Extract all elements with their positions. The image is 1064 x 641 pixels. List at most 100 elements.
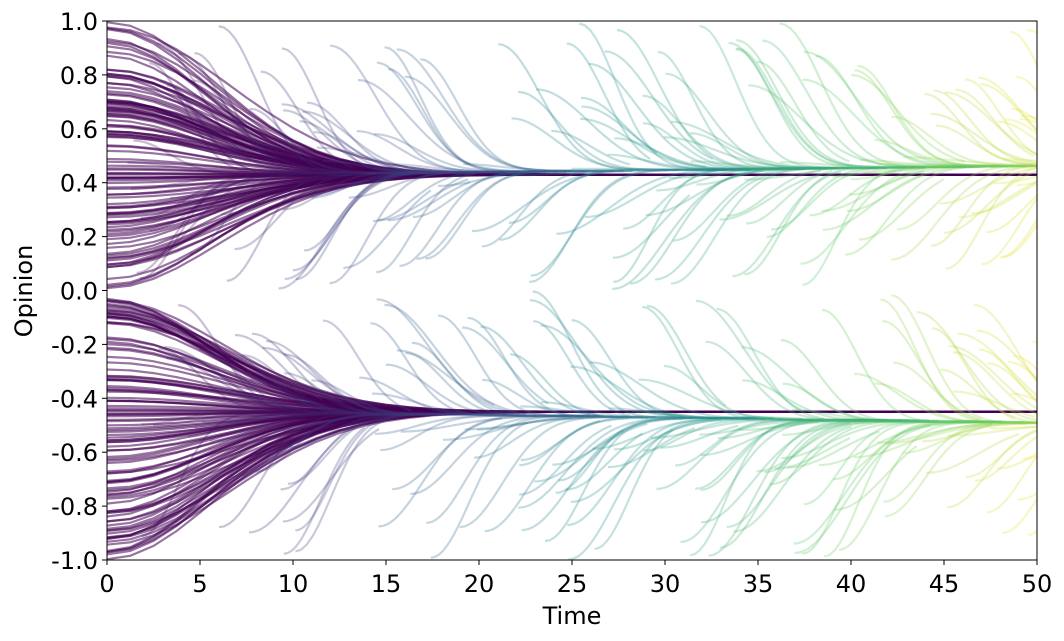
trajectory-lower-197 (250, 378, 344, 414)
trajectory-lower-239 (741, 346, 911, 422)
y-tick-label: 0.4 (60, 170, 98, 198)
trajectory-upper-129 (736, 39, 879, 169)
trajectory-lower-115 (916, 311, 1038, 422)
y-tick-label: -1.0 (51, 547, 98, 575)
trajectory-upper-154 (945, 167, 1038, 270)
y-tick-label: -0.6 (51, 439, 98, 467)
trajectory-lower-131 (891, 294, 1007, 424)
trajectory-lower-129 (477, 416, 584, 431)
trajectory-upper-238 (930, 164, 1038, 247)
trajectory-upper-290 (981, 198, 1038, 266)
trajectory-upper-163 (1003, 158, 1038, 162)
trajectory-upper-241 (178, 52, 257, 149)
trajectory-upper-289 (997, 120, 1038, 142)
trajectory-upper-131 (607, 153, 800, 170)
trajectory-lower-244 (989, 425, 1038, 430)
trajectory-lower-152 (568, 417, 765, 561)
trajectory-lower-145 (738, 419, 979, 431)
trajectory-upper-221 (616, 28, 840, 170)
trajectory-lower-112 (289, 413, 450, 449)
trajectory-lower-265 (374, 414, 538, 435)
x-tick-label: 5 (192, 570, 207, 598)
trajectory-lower-296 (280, 421, 360, 491)
trajectory-upper-152 (140, 173, 268, 219)
trajectory-lower-236 (1011, 392, 1038, 402)
trajectory-lower-207 (509, 353, 705, 419)
trajectory-upper-166 (391, 163, 489, 173)
trajectory-upper-281 (802, 78, 1009, 168)
y-tick-label: 0.8 (60, 62, 98, 90)
trajectory-upper-172 (762, 39, 965, 169)
trajectory-lower-285 (519, 424, 612, 496)
trajectory-lower-160 (833, 421, 1037, 481)
trajectory-upper-148 (566, 42, 651, 160)
trajectory-upper-144 (719, 173, 820, 221)
trajectory-lower-291 (953, 390, 1035, 418)
trajectory-lower-274 (370, 322, 600, 417)
trajectory-upper-184 (404, 75, 632, 173)
trajectory-upper-125 (863, 164, 1037, 174)
trajectory-upper-262 (313, 131, 452, 174)
trajectory-upper-196 (771, 166, 893, 231)
trajectory-upper-145 (663, 136, 849, 170)
trajectory-lower-186 (996, 452, 1038, 470)
trajectory-upper-132 (387, 181, 471, 222)
trajectory-upper-252 (518, 90, 736, 171)
trajectory-upper-116 (604, 50, 714, 160)
trajectory-lower-128 (552, 422, 648, 466)
trajectory-lower-252 (631, 410, 758, 421)
trajectory-upper-137 (849, 164, 1036, 196)
trajectory-lower-248 (570, 365, 748, 420)
trajectory-upper-240 (156, 42, 245, 156)
trajectory-lower-287 (1017, 492, 1038, 501)
trajectory-upper-156 (965, 78, 1038, 157)
trajectory-upper-265 (977, 76, 1038, 131)
trajectory-lower-208 (726, 421, 851, 529)
trajectory-lower-263 (642, 305, 870, 421)
trajectory-upper-175 (854, 69, 1006, 167)
trajectory-lower-235 (378, 414, 590, 528)
trajectory-lower-153 (838, 421, 1031, 551)
trajectory-lower-297 (717, 419, 848, 440)
trajectory-lower-222 (782, 420, 938, 436)
trajectory-upper-157 (399, 170, 535, 267)
trajectory-upper-219 (891, 165, 1038, 261)
trajectory-upper-138 (951, 163, 1032, 167)
trajectory-upper-159 (613, 167, 783, 284)
trajectory-lower-223 (295, 413, 416, 532)
trajectory-upper-218 (437, 169, 573, 187)
trajectory-upper-247 (642, 94, 830, 170)
trajectory-upper-245 (588, 62, 785, 171)
trajectory-lower-171 (675, 418, 888, 467)
trajectory-upper-186 (629, 169, 759, 285)
trajectory-upper-287 (499, 169, 640, 241)
trajectory-upper-237 (412, 170, 537, 218)
trajectory-upper-176 (654, 167, 887, 281)
trajectory-upper-296 (498, 43, 679, 172)
trajectory-lower-234 (474, 416, 633, 459)
trajectory-lower-242 (689, 419, 887, 557)
trajectory-lower-177 (774, 437, 851, 470)
trajectory-lower-143 (484, 416, 629, 533)
trajectory-lower-202 (540, 324, 773, 420)
trajectory-lower-157 (247, 371, 449, 415)
trajectory-upper-259 (257, 171, 411, 175)
y-axis-ticks: 1.0 0.8 0.6 0.4 0.2 0.0 -0.2 -0.4 -0.6 -0.8 -1.0 (51, 8, 107, 575)
trajectory-upper-249 (612, 194, 691, 259)
trajectory-lower-231 (792, 408, 1025, 423)
trajectory-upper-208 (696, 166, 843, 186)
trajectory-lower-162 (947, 429, 1038, 509)
y-tick-label: -0.2 (51, 331, 98, 359)
trajectory-upper-258 (994, 175, 1038, 185)
trajectory-lower-280 (781, 420, 935, 460)
trajectory-upper-291 (656, 167, 808, 192)
trajectory-upper-151 (323, 159, 437, 174)
trajectory-upper-212 (357, 79, 558, 173)
trajectory-upper-232 (376, 61, 471, 166)
trajectory-lower-119 (158, 348, 260, 412)
trajectory-lower-110 (680, 419, 910, 544)
trajectory-upper-202 (283, 109, 436, 174)
trajectory-upper-178 (463, 163, 634, 172)
trajectory-upper-276 (292, 172, 414, 272)
trajectory-upper-231 (623, 169, 717, 230)
